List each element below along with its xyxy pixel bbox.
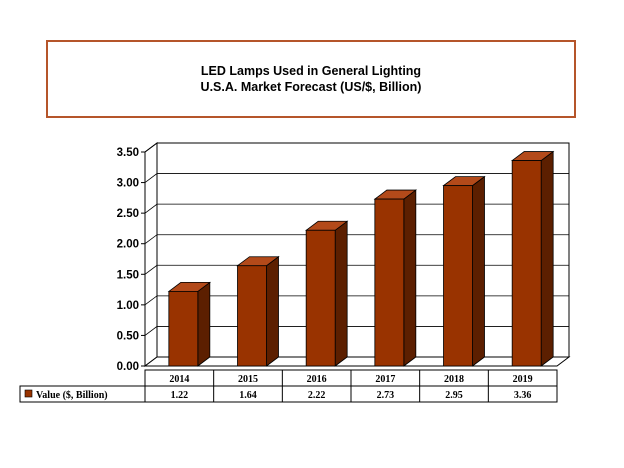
gridline [144, 173, 569, 183]
data-label: 2.73 [377, 390, 395, 401]
bar-front [168, 291, 199, 367]
bar-2016 [304, 220, 349, 367]
y-tick-label: 2.50 [117, 208, 139, 220]
chart-title-line-1: LED Lamps Used in General Lighting [200, 64, 422, 78]
x-tick-label: 2019 [513, 374, 533, 385]
data-label: 1.64 [239, 390, 257, 401]
gridline [144, 295, 569, 306]
x-tick-label: 2017 [375, 374, 395, 385]
data-label: 2.95 [445, 390, 463, 401]
data-label: 1.22 [171, 390, 189, 401]
bar-front [305, 229, 336, 367]
legend-series-name: Value ($, Billion) [36, 390, 108, 401]
y-tick-label: 1.00 [117, 300, 139, 312]
plot-side-wall [144, 142, 158, 367]
y-tick-label: 3.00 [117, 178, 139, 190]
y-tick-label: 0.50 [117, 330, 139, 342]
gridline [144, 264, 569, 275]
data-label: 2.22 [308, 390, 326, 401]
bar-side [266, 255, 279, 367]
x-tick-label: 2018 [444, 374, 464, 385]
x-tick-label: 2016 [307, 374, 327, 385]
bar-side [472, 175, 485, 367]
bar-front [374, 198, 405, 367]
chart-title-line-2: U.S.A. Market Forecast (US/$, Billion) [200, 80, 422, 94]
bar-side [403, 189, 417, 367]
gridline [144, 203, 569, 214]
bar-2019 [510, 150, 555, 367]
gridline [144, 234, 569, 245]
bar-2018 [442, 175, 486, 367]
bar-front [443, 185, 473, 367]
bar-side [197, 281, 211, 367]
y-tick-label: 1.50 [117, 269, 139, 281]
plot-back-wall [156, 142, 570, 358]
bar-front [237, 265, 267, 367]
y-tick-label: 0.00 [117, 361, 139, 373]
bar-2014 [167, 281, 212, 367]
bar-2017 [373, 189, 418, 367]
chart-title-box: LED Lamps Used in General Lighting U.S.A… [46, 40, 576, 118]
gridline [144, 326, 569, 336]
data-table-value-row [19, 385, 558, 403]
bar-side [334, 220, 348, 367]
data-label: 3.36 [514, 390, 532, 401]
x-tick-label: 2015 [238, 374, 258, 385]
bar-front [511, 160, 542, 367]
legend-swatch [24, 389, 33, 398]
gridline [144, 142, 569, 153]
x-tick-label: 2014 [169, 374, 189, 385]
bar-2015 [236, 255, 280, 367]
bar-side [540, 150, 554, 367]
y-tick-label: 2.00 [117, 239, 139, 251]
y-tick-label: 3.50 [117, 147, 139, 159]
